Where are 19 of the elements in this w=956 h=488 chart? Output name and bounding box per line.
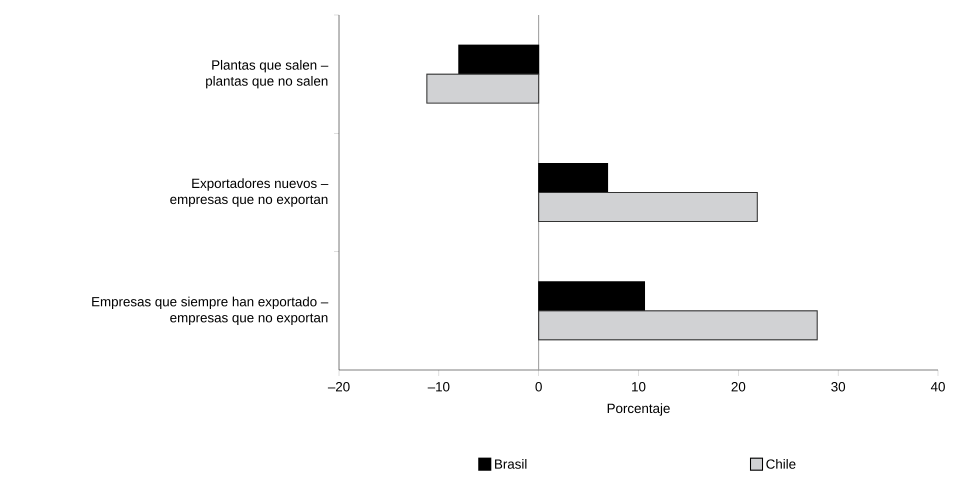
bar: [538, 310, 818, 340]
bar: [538, 281, 646, 312]
x-axis-title: Porcentaje: [608, 403, 670, 416]
bar: [458, 44, 540, 75]
x-tick-label: 20: [732, 382, 746, 392]
bar: [538, 192, 758, 222]
x-tick-label: 40: [930, 382, 945, 392]
legend-label: Chile: [766, 459, 796, 469]
x-tick-label: –20: [328, 382, 350, 392]
y-tick-label: Exportadores nuevos – empresas que no exportan: [170, 178, 328, 207]
x-tick-label: 10: [632, 382, 646, 392]
bar: [538, 162, 608, 194]
legend-label: Brasil: [495, 459, 526, 469]
x-tick-label: 30: [831, 382, 846, 392]
y-tick-label: Empresas que siempre han exportado – empresas que no exportan: [92, 296, 328, 326]
x-tick-label: 0: [535, 382, 542, 392]
x-tick-label: –10: [428, 382, 450, 392]
y-tick-label: Plantas que salen – plantas que no salen: [206, 60, 328, 88]
bar: [426, 74, 540, 104]
